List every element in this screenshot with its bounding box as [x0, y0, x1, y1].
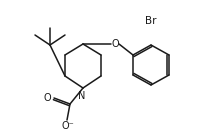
Text: O: O	[43, 93, 51, 103]
Text: O: O	[111, 39, 119, 49]
Text: Br: Br	[145, 16, 156, 26]
Text: O⁻: O⁻	[62, 121, 74, 131]
Text: N: N	[78, 91, 86, 101]
